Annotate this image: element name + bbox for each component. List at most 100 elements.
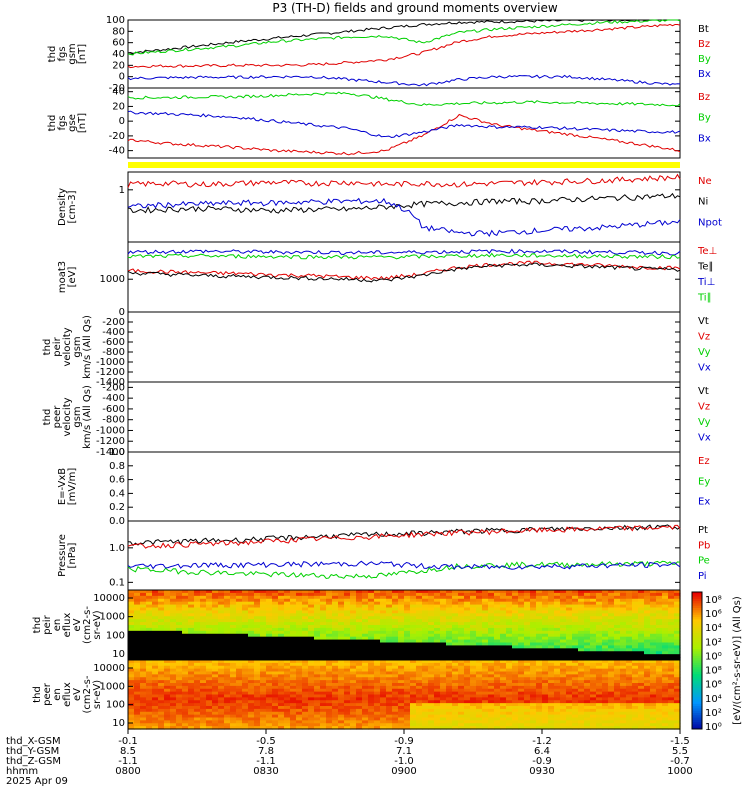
heatmap-cell <box>344 654 351 658</box>
heatmap-cell <box>428 590 435 594</box>
heatmap-cell <box>194 711 201 716</box>
heatmap-cell <box>650 726 657 730</box>
heatmap-cell <box>440 648 447 652</box>
heatmap-cell <box>128 668 135 673</box>
colorbar-segment <box>692 601 702 604</box>
heatmap-cell <box>506 660 513 664</box>
heatmap-cell <box>530 619 537 623</box>
heatmap-cell <box>200 688 207 693</box>
colorbar-segment <box>692 724 702 728</box>
heatmap-cell <box>278 657 285 661</box>
heatmap-cell <box>446 706 453 710</box>
heatmap-cell <box>356 636 363 641</box>
heatmap-cell <box>314 703 321 707</box>
heatmap-cell <box>362 645 369 649</box>
legend-Vt: Vt <box>698 386 709 397</box>
heatmap-cell <box>266 677 273 681</box>
heatmap-cell <box>548 627 555 632</box>
heatmap-cell <box>224 645 231 649</box>
heatmap-cell <box>518 607 525 612</box>
heatmap-cell <box>566 685 573 690</box>
heatmap-cell <box>506 592 513 597</box>
heatmap-cell <box>248 677 255 681</box>
heatmap-cell <box>302 622 309 626</box>
heatmap-cell <box>350 680 357 684</box>
heatmap-cell <box>530 610 537 614</box>
heatmap-cell <box>398 604 405 609</box>
heatmap-cell <box>434 601 441 606</box>
colorbar-tick: 10² <box>705 637 722 648</box>
heatmap-cell <box>626 639 633 644</box>
heatmap-cell <box>182 662 189 667</box>
heatmap-cell <box>218 595 225 600</box>
heatmap-cell <box>428 654 435 658</box>
heatmap-cell <box>458 616 465 620</box>
heatmap-cell <box>548 590 555 594</box>
heatmap-cell <box>446 703 453 707</box>
heatmap-cell <box>338 703 345 707</box>
heatmap-cell <box>332 683 339 687</box>
heatmap-cell <box>506 662 513 667</box>
heatmap-cell <box>518 717 525 721</box>
heatmap-cell <box>410 625 417 629</box>
heatmap-cell <box>242 592 249 597</box>
heatmap-cell <box>146 714 153 719</box>
heatmap-cell <box>638 657 645 661</box>
heatmap-cell <box>182 723 189 727</box>
heatmap-cell <box>212 697 219 701</box>
heatmap-cell <box>662 703 669 707</box>
heatmap-cell <box>182 595 189 600</box>
heatmap-cell <box>194 694 201 698</box>
heatmap-cell <box>146 700 153 704</box>
y-axis-label: eflux <box>62 613 73 638</box>
heatmap-cell <box>500 645 507 649</box>
heatmap-cell <box>362 703 369 707</box>
heatmap-cell <box>182 680 189 684</box>
heatmap-cell <box>248 662 255 667</box>
heatmap-cell <box>656 694 663 698</box>
heatmap-cell <box>392 697 399 701</box>
heatmap-cell <box>182 636 189 641</box>
heatmap-cell <box>644 595 651 600</box>
heatmap-cell <box>272 651 279 655</box>
heatmap-cell <box>362 706 369 710</box>
heatmap-cell <box>542 685 549 690</box>
heatmap-cell <box>206 604 213 609</box>
heatmap-cell <box>176 601 183 606</box>
heatmap-cell <box>272 683 279 687</box>
heatmap-cell <box>662 714 669 719</box>
heatmap-cell <box>272 691 279 696</box>
heatmap-cell <box>506 625 513 629</box>
heatmap-cell <box>440 613 447 617</box>
heatmap-cell <box>668 622 675 626</box>
heatmap-cell <box>326 662 333 667</box>
heatmap-cell <box>356 601 363 606</box>
heatmap-cell <box>458 630 465 635</box>
heatmap-cell <box>584 717 591 721</box>
heatmap-cell <box>242 627 249 632</box>
heatmap-cell <box>176 674 183 678</box>
heatmap-cell <box>362 648 369 652</box>
heatmap-cell <box>344 691 351 696</box>
y-tick-label: 100 <box>106 15 125 26</box>
heatmap-cell <box>488 642 495 647</box>
heatmap-cell <box>566 714 573 719</box>
heatmap-cell <box>416 662 423 667</box>
heatmap-cell <box>638 703 645 707</box>
heatmap-cell <box>230 700 237 704</box>
heatmap-cell <box>470 630 477 635</box>
heatmap-cell <box>308 680 315 684</box>
colorbar-segment <box>692 603 702 607</box>
heatmap-cell <box>512 714 519 719</box>
heatmap-cell <box>308 627 315 632</box>
heatmap-cell <box>344 706 351 710</box>
heatmap-cell <box>458 622 465 626</box>
heatmap-cell <box>188 662 195 667</box>
heatmap-cell <box>296 688 303 693</box>
heatmap-cell <box>662 648 669 652</box>
heatmap-cell <box>272 671 279 675</box>
heatmap-cell <box>398 627 405 632</box>
heatmap-cell <box>194 662 201 667</box>
heatmap-cell <box>416 590 423 594</box>
heatmap-cell <box>548 691 555 696</box>
